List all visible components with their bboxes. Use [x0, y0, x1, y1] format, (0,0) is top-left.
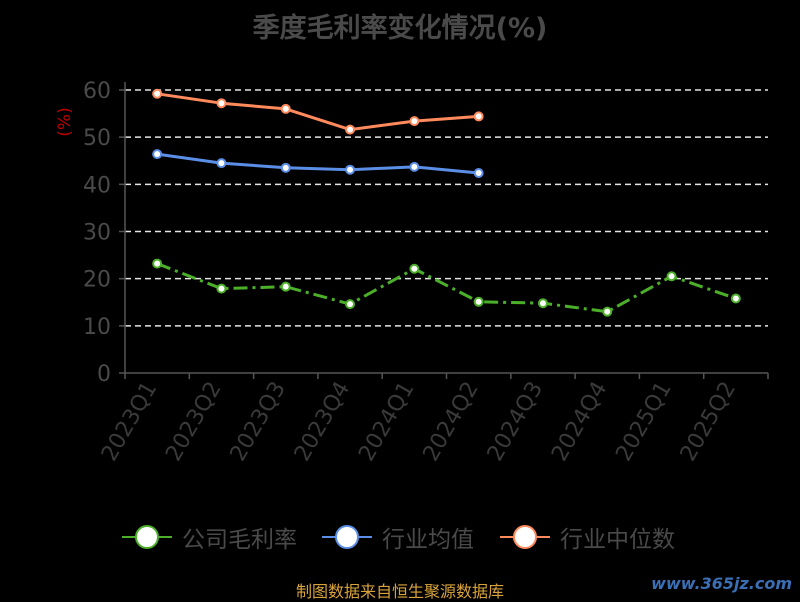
- data-point: [280, 281, 291, 292]
- y-tick-label: 50: [83, 126, 111, 151]
- data-point: [409, 116, 420, 127]
- data-point: [216, 283, 227, 294]
- legend-item-industry-mean[interactable]: 行业均值: [322, 522, 474, 553]
- legend: 公司毛利率 行业均值 行业中位数: [0, 522, 800, 553]
- data-point: [152, 149, 163, 160]
- x-tick-label: 2024Q3: [483, 378, 548, 466]
- x-tick-label: 2024Q4: [547, 378, 612, 466]
- data-point: [730, 293, 741, 304]
- data-point: [409, 161, 420, 172]
- y-tick-label: 60: [83, 79, 111, 104]
- x-tick-label: 2025Q2: [676, 378, 741, 466]
- series-line: [156, 92, 479, 132]
- data-point: [473, 111, 484, 122]
- y-tick-label: 20: [83, 268, 111, 293]
- series: [152, 88, 741, 317]
- data-point: [666, 271, 677, 282]
- watermark: www.365jz.com: [651, 574, 792, 593]
- legend-swatch: [322, 522, 372, 552]
- series-line: [156, 152, 479, 175]
- data-point: [473, 296, 484, 307]
- y-tick-label: 40: [83, 173, 111, 198]
- source-note: 制图数据来自恒生聚源数据库: [295, 582, 504, 601]
- y-tick-label: 30: [83, 221, 111, 246]
- legend-label: 行业均值: [382, 527, 474, 553]
- data-point: [152, 88, 163, 99]
- data-point: [409, 263, 420, 274]
- x-tick-label: 2023Q3: [226, 378, 291, 466]
- data-point: [152, 258, 163, 269]
- x-tick-label: 2025Q1: [611, 378, 676, 466]
- legend-swatch: [122, 522, 172, 552]
- legend-label: 行业中位数: [560, 527, 675, 553]
- legend-label: 公司毛利率: [182, 527, 297, 553]
- x-tick-label: 2023Q2: [161, 378, 226, 466]
- legend-swatch: [500, 522, 550, 552]
- data-point: [280, 103, 291, 114]
- y-tick-label: 0: [97, 362, 111, 387]
- x-tick-label: 2023Q1: [97, 378, 162, 466]
- data-point: [345, 164, 356, 175]
- grid-lines: [125, 89, 768, 327]
- data-point: [216, 98, 227, 109]
- y-tick-label: 10: [83, 315, 111, 340]
- x-tick-label: 2024Q2: [419, 378, 484, 466]
- legend-item-company[interactable]: 公司毛利率: [122, 522, 297, 553]
- legend-item-industry-median[interactable]: 行业中位数: [500, 522, 675, 553]
- axes: [119, 82, 769, 379]
- x-tick-label: 2023Q4: [290, 378, 355, 466]
- data-point: [216, 158, 227, 169]
- data-point: [473, 168, 484, 179]
- data-point: [537, 298, 548, 309]
- series-line: [156, 262, 737, 314]
- x-tick-label: 2024Q1: [354, 378, 419, 466]
- data-point: [602, 306, 613, 317]
- data-point: [280, 162, 291, 173]
- data-point: [345, 299, 356, 310]
- chart-title: 季度毛利率变化情况(%): [252, 13, 548, 44]
- data-point: [345, 124, 356, 135]
